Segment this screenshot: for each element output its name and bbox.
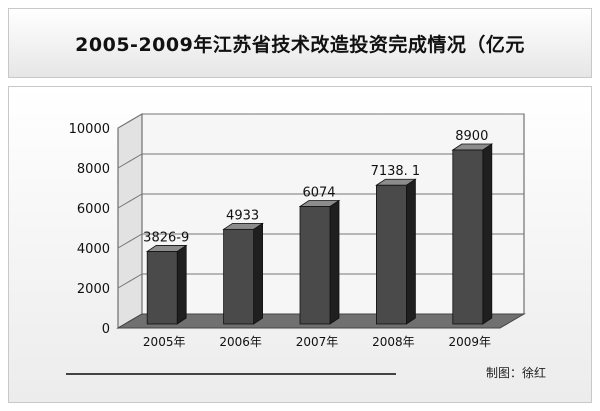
bar: [146, 251, 178, 325]
data-label: 3826-9: [143, 230, 189, 245]
bar-side: [482, 143, 493, 325]
bar: [299, 206, 331, 325]
y-tick-label: 0: [102, 322, 110, 337]
bar: [223, 228, 255, 325]
credit-text: 制图：徐红: [485, 366, 546, 380]
gridline: [117, 153, 524, 169]
credit-rule: [66, 373, 396, 375]
x-tick-label: 2005年: [143, 335, 186, 349]
x-tick-label: 2007年: [296, 335, 339, 349]
chart-title: 2005-2009年江苏省技术改造投资完成情况（亿元: [75, 33, 525, 56]
x-tick-label: 2006年: [219, 335, 262, 349]
gridline: [117, 113, 524, 129]
bar-side: [405, 178, 416, 325]
bar-side: [253, 222, 264, 325]
y-tick-label: 8000: [77, 162, 110, 177]
y-tick-label: 2000: [77, 282, 110, 297]
y-tick-label: 10000: [69, 122, 110, 137]
data-label: 6074: [302, 186, 335, 201]
data-label: 4933: [226, 208, 259, 223]
title-bar: 2005-2009年江苏省技术改造投资完成情况（亿元: [8, 8, 592, 78]
data-label: 7138. 1: [371, 164, 421, 179]
bar-side: [176, 244, 187, 325]
y-tick-label: 4000: [77, 242, 110, 257]
bar-side: [329, 199, 340, 325]
bar: [375, 184, 407, 325]
chart-side-wall: [117, 113, 143, 329]
x-tick-label: 2008年: [372, 335, 415, 349]
data-label: 8900: [455, 129, 488, 144]
x-tick-label: 2009年: [449, 335, 492, 349]
bar: [452, 149, 484, 325]
y-tick-label: 6000: [77, 202, 110, 217]
